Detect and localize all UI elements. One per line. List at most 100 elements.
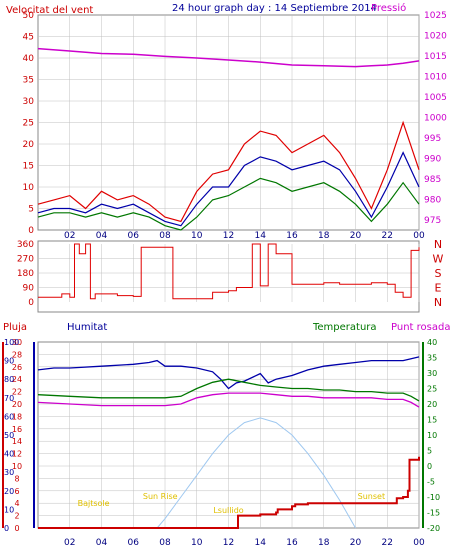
temperature-tick-label: 20	[427, 400, 437, 409]
wind-axis-label: Velocitat del vent	[6, 5, 93, 16]
rain-tick-label: 6	[14, 487, 19, 496]
humidity-tick-label: 10	[4, 505, 14, 514]
wind-avg-line	[37, 151, 420, 227]
x-tick-label: 18	[318, 538, 330, 548]
rain-axis-label: Pluja	[3, 322, 27, 333]
temperature-tick-label: -10	[427, 493, 440, 502]
sun-event-label: Bajtsole	[78, 499, 110, 508]
pressure-tick-label: 995	[424, 134, 441, 144]
humidity-tick-label: 70	[4, 394, 14, 403]
x-tick-label: 10	[191, 538, 203, 548]
rain-tick-label: 24	[12, 375, 22, 384]
direction-tick-label: 270	[17, 255, 34, 265]
rain-tick-label: 22	[12, 388, 22, 397]
direction-tick-label: 0	[28, 298, 34, 308]
wind-min-line	[37, 177, 420, 231]
wind-gust-line	[37, 120, 420, 223]
rain-tick-label: 4	[14, 499, 19, 508]
temperature-tick-label: 0	[427, 462, 432, 471]
wind-tick-label: 50	[23, 11, 35, 21]
temperature-tick-label: 10	[427, 431, 437, 440]
pressure-tick-label: 980	[424, 195, 441, 205]
rain-tick-label: 16	[12, 425, 22, 434]
pressure-tick-label: 1010	[424, 72, 447, 82]
wind-tick-label: 30	[23, 97, 35, 107]
x-tick-label: 10	[191, 231, 203, 241]
x-tick-label: 08	[159, 538, 171, 548]
wind-tick-label: 40	[23, 54, 35, 64]
x-tick-label: 12	[223, 538, 234, 548]
pressure-tick-label: 1020	[424, 31, 447, 41]
humidity-tick-label: 30	[4, 468, 14, 477]
rain-tick-label: 8	[14, 474, 19, 483]
wind-tick-label: 10	[23, 183, 35, 193]
pressure-tick-label: 1025	[424, 11, 447, 21]
humidity-axis-label: Humitat	[67, 322, 107, 333]
x-tick-label: 22	[382, 538, 393, 548]
rain-tick-label: 26	[12, 363, 22, 372]
rain-tick-label: 0	[14, 524, 19, 533]
humidity-tick-label: 20	[4, 487, 14, 496]
pressure-tick-label: 1015	[424, 52, 447, 62]
rain-tick-label: 14	[12, 437, 22, 446]
humidity-tick-label: 60	[4, 412, 14, 421]
wind-direction-line	[38, 243, 420, 300]
x-tick-label: 00	[413, 538, 425, 548]
rain-tick-label: 10	[12, 462, 22, 471]
graph-title: 24 hour graph day : 14 Septiembre 2014	[172, 3, 377, 14]
x-tick-label: 14	[255, 231, 267, 241]
sun-elevation-curve	[156, 417, 356, 529]
wind-tick-label: 25	[23, 119, 34, 129]
x-tick-label: 16	[286, 538, 298, 548]
temperature-tick-label: 25	[427, 385, 437, 394]
temperature-axis-label: Temperatura	[312, 322, 377, 333]
sun-event-label: Sun Rise	[143, 492, 178, 501]
direction-tick-label: 90	[23, 284, 35, 294]
humidity-tick-label: 80	[4, 375, 14, 384]
rain-tick-label: 18	[12, 412, 22, 421]
sun-event-label: Lsullido	[213, 506, 243, 515]
humidity-tick-label: 0	[4, 524, 9, 533]
rain-tick-label: 28	[12, 350, 22, 359]
rain-tick-label: 20	[12, 400, 22, 409]
wind-tick-label: 0	[28, 226, 34, 236]
temperature-tick-label: -20	[427, 524, 440, 533]
rain-tick-label: 30	[12, 338, 22, 347]
sun-event-label: Sunset	[358, 492, 385, 501]
compass-label: N	[434, 296, 442, 309]
compass-label: W	[433, 253, 444, 266]
x-tick-label: 04	[96, 231, 108, 241]
x-tick-label: 06	[128, 538, 140, 548]
x-tick-label: 06	[128, 231, 140, 241]
wind-tick-label: 20	[23, 140, 35, 150]
pressure-tick-label: 1000	[424, 113, 447, 123]
pressure-tick-label: 985	[424, 175, 441, 185]
compass-label: S	[435, 267, 442, 280]
dewpoint-line	[37, 392, 420, 408]
x-tick-label: 12	[223, 231, 234, 241]
wind-tick-label: 45	[23, 33, 34, 43]
pressure-tick-label: 975	[424, 216, 441, 226]
x-tick-label: 02	[64, 231, 75, 241]
temperature-tick-label: 40	[427, 338, 437, 347]
x-tick-label: 02	[64, 538, 75, 548]
temperature-tick-label: -5	[427, 478, 435, 487]
temperature-tick-label: 35	[427, 354, 437, 363]
rain-line	[38, 456, 420, 529]
humidity-tick-label: 50	[4, 431, 14, 440]
rain-tick-label: 2	[14, 512, 19, 521]
x-tick-label: 20	[350, 231, 362, 241]
x-tick-label: 04	[96, 538, 108, 548]
temperature-tick-label: 15	[427, 416, 437, 425]
wind-tick-label: 35	[23, 76, 34, 86]
x-tick-label: 16	[286, 231, 298, 241]
humidity-tick-label: 90	[4, 357, 14, 366]
x-tick-label: 00	[413, 231, 425, 241]
direction-tick-label: 180	[17, 269, 34, 279]
temperature-tick-label: -15	[427, 509, 440, 518]
x-tick-label: 22	[382, 231, 393, 241]
temperature-tick-label: 30	[427, 369, 437, 378]
